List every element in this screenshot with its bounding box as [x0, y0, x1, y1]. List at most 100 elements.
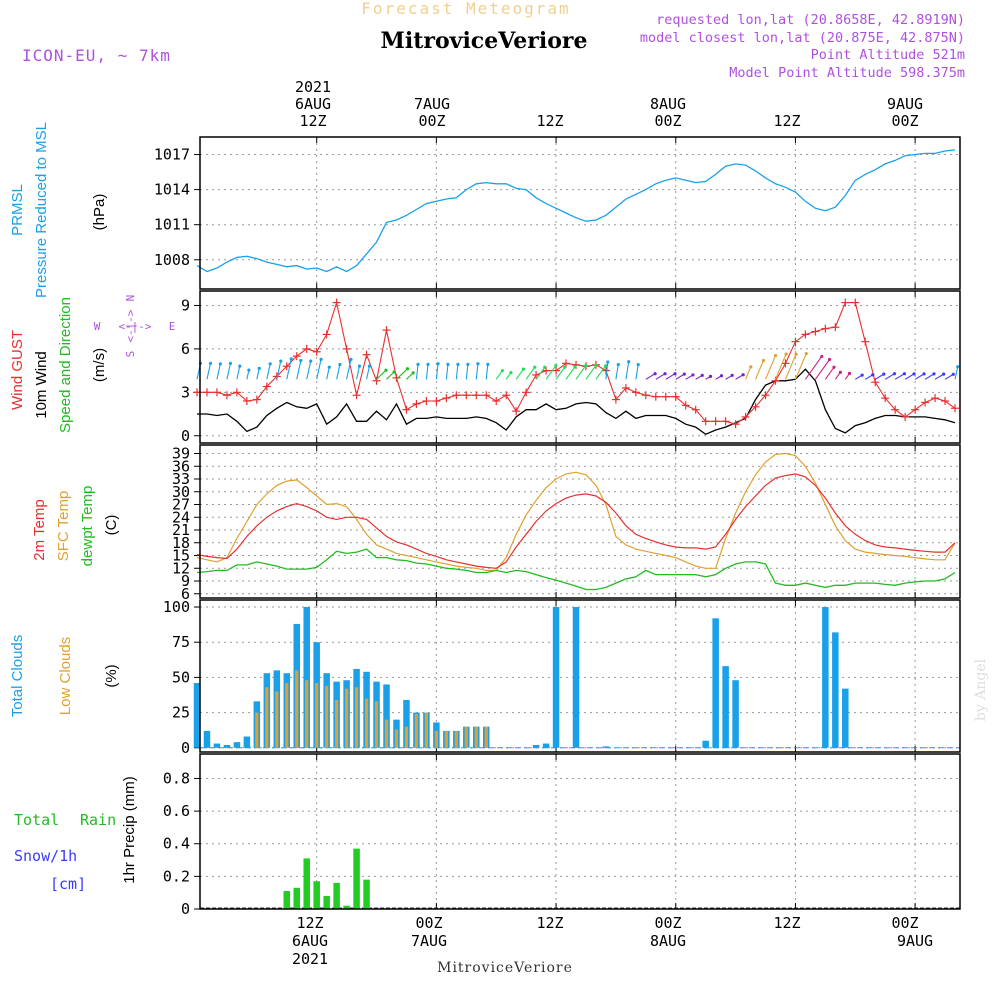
wind-direction-arrow: [535, 366, 546, 380]
total-clouds-bar: [223, 744, 231, 748]
y-tick-label: 18: [172, 534, 190, 552]
wind-direction-arrow: [545, 365, 557, 380]
wind-arrow-head: [349, 357, 353, 361]
top-time-label: 7AUG: [414, 95, 450, 113]
gust-label: Wind GUST: [9, 330, 26, 410]
top-time-label: 00Z: [418, 112, 445, 130]
wind-speed-line: [197, 368, 956, 436]
bottom-time-label: 8AUG: [650, 932, 686, 950]
bottom-time-label: 2021: [292, 950, 328, 968]
wind-arrow-head: [882, 372, 886, 376]
wind-arrow-head: [476, 362, 480, 366]
closest-coords: model closest lon,lat (20.875E, 42.875N): [640, 30, 965, 46]
total-clouds-bar: [552, 607, 560, 748]
wind-arrow-head: [247, 368, 251, 372]
wind-arrow-head: [942, 372, 946, 376]
top-time-label: 12Z: [773, 112, 800, 130]
total-clouds-bar: [303, 607, 310, 748]
y-tick-label: 50: [172, 668, 190, 686]
y-tick-label: 100: [163, 598, 190, 616]
wind-direction-arrow: [465, 364, 469, 380]
wind-arrow-head: [563, 365, 567, 369]
wind-arrow-head: [521, 367, 526, 371]
wind-arrow-head: [533, 365, 537, 369]
precip-bar: [293, 887, 300, 909]
wind-direction-arrow: [326, 367, 330, 380]
wind-direction-arrow: [645, 373, 656, 380]
wind-direction-arrow: [765, 355, 776, 380]
temp2m-line: [196, 473, 956, 569]
wind-direction-arrow: [954, 366, 959, 380]
wind-direction-arrow: [784, 353, 797, 380]
wind-arrow-head: [761, 358, 766, 363]
footer-location: MitroviceVeriore: [437, 960, 573, 976]
wind-arrow-head: [238, 364, 242, 368]
bottom-time-label: 12Z: [773, 914, 800, 932]
wind-direction-label: Speed and Direction: [57, 297, 74, 433]
y-tick-label: 6: [181, 340, 190, 358]
low-clouds-bar: [345, 688, 349, 748]
pressure-label: PRMSL: [9, 184, 26, 236]
wind-arrow-head: [794, 352, 798, 356]
dewpt-label: dewpt Temp: [79, 486, 96, 567]
wind-arrow-head: [832, 365, 836, 369]
low-clouds-label: Low Clouds: [57, 637, 74, 715]
bottom-time-axis: 12Z 6AUG 2021 00Z 7AUG 12Z 00Z 8AUG 12Z …: [292, 914, 933, 968]
wind-direction-arrow: [944, 373, 954, 380]
wind-arrow-head: [627, 360, 631, 364]
wind-arrow-head: [719, 374, 724, 378]
top-time-label: 9AUG: [887, 95, 923, 113]
wind-direction-arrow: [415, 364, 419, 380]
wind-arrow-head: [784, 352, 788, 356]
precip-bar: [363, 879, 370, 909]
top-time-label: 2021: [295, 78, 331, 96]
wind-arrow-head: [486, 362, 490, 366]
wind-arrow-head: [218, 362, 222, 366]
low-clouds-bar: [285, 683, 289, 748]
total-clouds-bar: [203, 730, 211, 748]
y-tick-label: 39: [172, 445, 190, 463]
panel-frame: [199, 599, 961, 753]
low-clouds-bar: [335, 699, 339, 748]
clouds-unit: (%): [103, 664, 120, 687]
total-clouds-bar: [403, 699, 410, 748]
point-altitude: Point Altitude 521m: [811, 47, 965, 63]
wind-direction-arrow: [585, 364, 597, 380]
y-tick-label: 9: [181, 572, 190, 590]
total-clouds-bar: [832, 632, 839, 748]
dewpt-line: [196, 548, 956, 591]
compass-s: S: [124, 351, 137, 358]
wind-direction-arrow: [336, 364, 341, 380]
top-time-label: 12Z: [299, 112, 326, 130]
wind-arrow-head: [257, 366, 261, 371]
wind-direction-arrow: [366, 366, 370, 380]
wind-arrow-head: [653, 372, 657, 376]
wind-direction-arrow: [296, 360, 302, 380]
wind-direction-arrow: [555, 366, 566, 380]
panel-frame: [199, 444, 961, 599]
wind-arrow-head: [922, 372, 926, 376]
wind-arrow-head: [228, 361, 233, 365]
wind-arrow-head: [367, 364, 372, 368]
compass-arrows-v: <-|->: [124, 309, 137, 342]
wind-arrow-head: [500, 369, 504, 373]
wind-unit: (m/s): [91, 348, 108, 382]
y-tick-label: 75: [172, 633, 190, 651]
wind-arrow-head: [319, 357, 323, 361]
wind-arrow-head: [902, 372, 907, 376]
y-tick-label: 6: [181, 585, 190, 603]
wind-direction-arrow: [216, 363, 221, 380]
wind-direction-arrow: [774, 353, 787, 380]
low-clouds-bar: [484, 726, 488, 748]
y-tick-label: 12: [172, 559, 190, 577]
wind-direction-arrow: [884, 373, 895, 380]
total-clouds-bar: [542, 743, 550, 748]
wind-arrow-head: [309, 359, 313, 363]
compass-arrows-h: <-|->: [118, 320, 151, 333]
bottom-time-label: 6AUG: [292, 932, 328, 950]
wind-direction-arrow: [874, 373, 885, 380]
wind-direction-arrow: [495, 370, 503, 380]
wind-direction-arrow: [615, 364, 619, 380]
